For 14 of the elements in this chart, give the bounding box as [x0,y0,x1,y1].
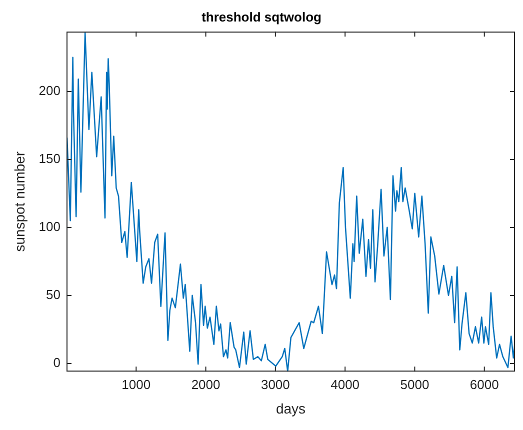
x-tick-label: 4000 [330,376,360,392]
x-tick-label: 1000 [122,376,151,392]
y-axis-title: sunspot number [11,151,28,252]
chart-title: threshold sqtwolog [202,9,322,24]
y-tick-label: 100 [38,219,60,234]
x-tick-label: 6000 [470,376,499,392]
y-tick-label: 150 [38,151,60,166]
y-tick-label: 50 [46,287,60,302]
y-tick-label: 200 [38,83,60,98]
x-tick-label: 2000 [191,376,220,392]
y-tick-label: 0 [53,355,60,370]
x-tick-label: 3000 [260,376,290,392]
x-axis-title: days [276,400,306,416]
x-tick-label: 5000 [400,376,430,392]
